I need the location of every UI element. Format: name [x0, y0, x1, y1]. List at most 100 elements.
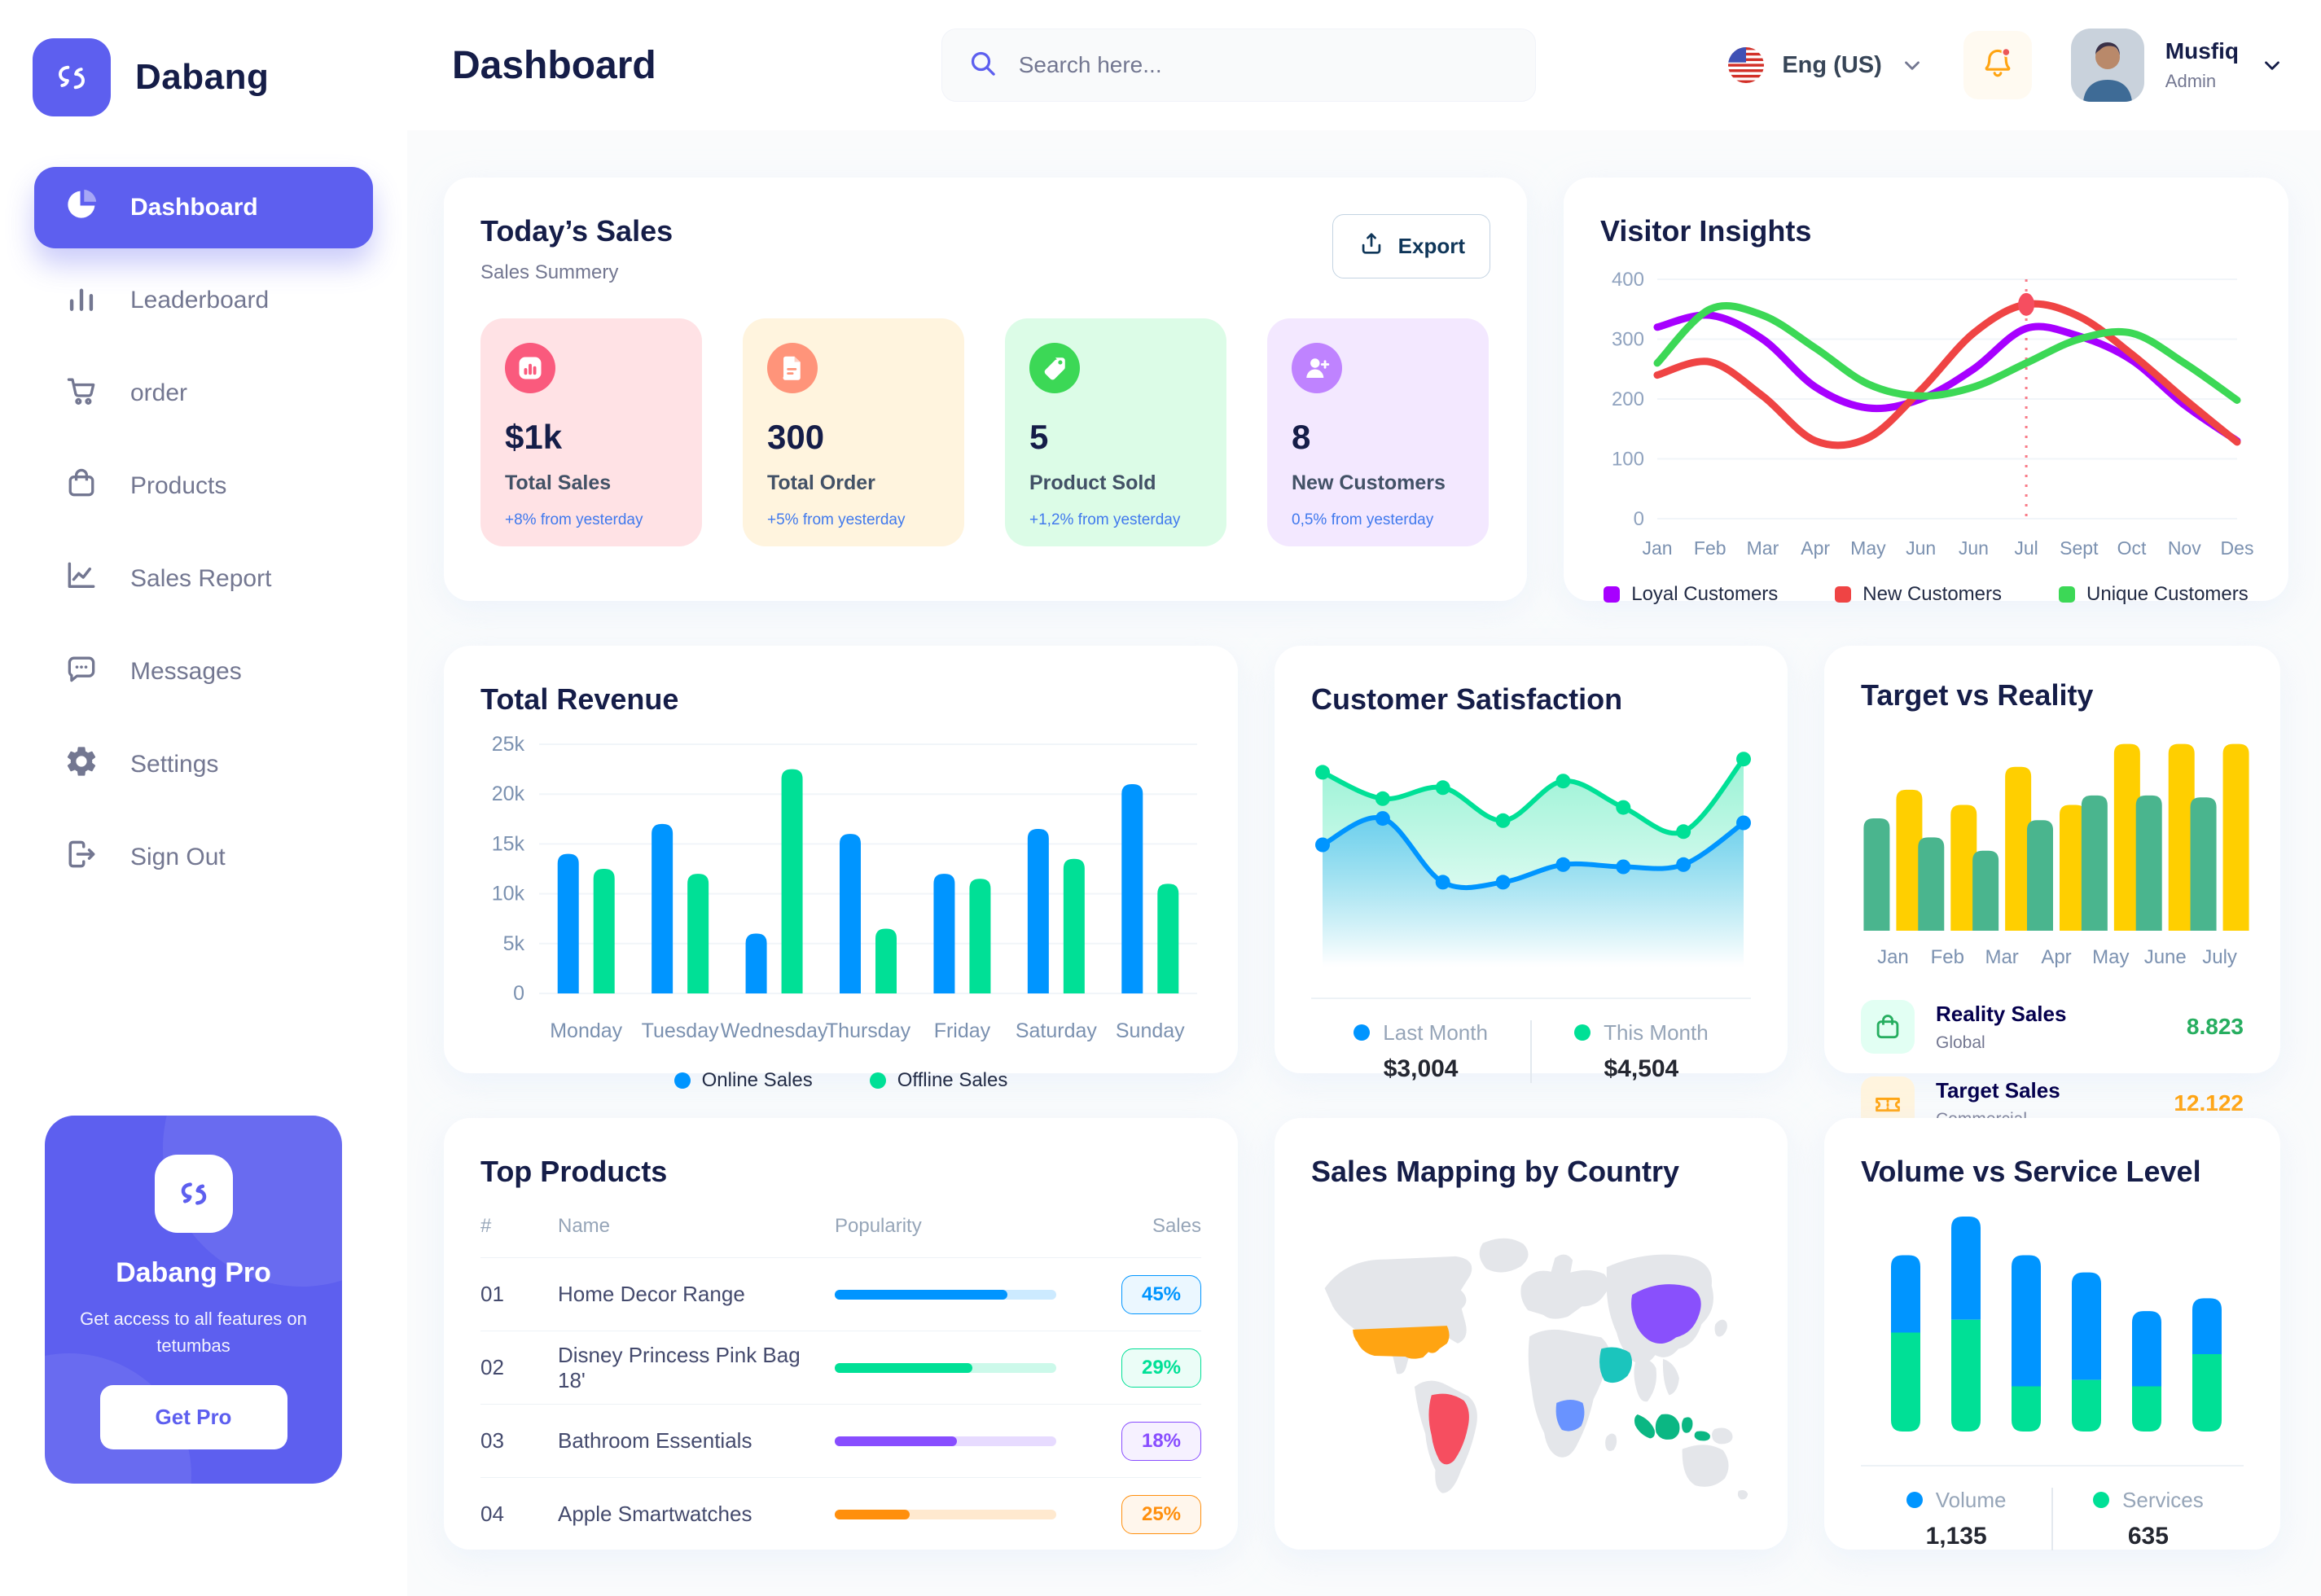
svg-text:Monday: Monday	[550, 1019, 622, 1042]
legend-divider	[1311, 998, 1751, 999]
svg-text:Feb: Feb	[1694, 537, 1726, 559]
svg-text:May: May	[2092, 946, 2129, 968]
bag-icon	[1861, 1000, 1915, 1054]
svg-text:Jan: Jan	[1877, 946, 1909, 968]
main-area: Dashboard Eng (US)	[407, 0, 2321, 1596]
column-header: Name	[558, 1215, 611, 1237]
sales-mapping-title: Sales Mapping by Country	[1311, 1155, 1680, 1188]
legend-item: New Customers	[1835, 583, 2002, 606]
language-selector[interactable]: Eng (US)	[1728, 47, 1924, 83]
svg-text:Jun: Jun	[1906, 537, 1936, 559]
signout-icon	[64, 836, 99, 879]
language-label: Eng (US)	[1782, 51, 1882, 78]
svg-text:Jun: Jun	[1959, 537, 1989, 559]
legend-row-reality-sales: Reality Sales Global 8.823	[1861, 1000, 2244, 1054]
export-icon	[1358, 230, 1385, 263]
brand-name: Dabang	[135, 57, 270, 97]
svg-text:Saturday: Saturday	[1016, 1019, 1098, 1042]
stat-value: $1k	[505, 418, 563, 456]
chart-line-icon	[64, 558, 99, 600]
svg-text:Sept: Sept	[2060, 537, 2099, 559]
svg-text:Wednesday: Wednesday	[721, 1019, 828, 1042]
legend-divider	[1861, 1465, 2244, 1467]
table-row: 02 Disney Princess Pink Bag 18' 29%	[480, 1331, 1201, 1405]
row-3: Top Products # Name Popularity Sales 01 Home …	[444, 1118, 2288, 1550]
svg-text:Oct: Oct	[2117, 537, 2147, 559]
stat-delta: +1,2% from yesterday	[1029, 511, 1181, 528]
profile-menu[interactable]: Musfiq Admin	[2070, 28, 2284, 102]
sidebar-item-sales-report[interactable]: Sales Report	[34, 538, 373, 620]
table-row: 01 Home Decor Range 45%	[480, 1258, 1201, 1331]
svg-text:Des: Des	[2221, 537, 2254, 559]
stat-card-total-sales: $1k Total Sales +8% from yesterday	[480, 318, 702, 546]
topbar-right: Eng (US) Musfiq Admin	[1728, 28, 2284, 102]
stat-card-total-order: 300 Total Order +5% from yesterday	[743, 318, 964, 546]
sidebar-item-leaderboard[interactable]: Leaderboard	[34, 260, 373, 341]
volume-service-chart	[1861, 1205, 2244, 1447]
search-input[interactable]	[1016, 51, 1511, 79]
stat-value: 300	[767, 418, 825, 456]
avatar	[2070, 28, 2144, 102]
sidebar: Dabang Dashboard Leaderboard order Products…	[0, 0, 407, 1596]
legend-item: Offline Sales	[869, 1069, 1007, 1092]
stat-value: 5	[1029, 418, 1049, 456]
sales-badge: 29%	[1121, 1348, 1201, 1388]
stat-label: Product Sold	[1029, 471, 1156, 494]
svg-text:0: 0	[513, 982, 524, 1005]
legend-item: This Month $4,504	[1532, 1020, 1751, 1083]
target-vs-reality-chart: Jan Feb Mar Apr May June July	[1861, 729, 2249, 977]
sidebar-item-label: order	[130, 379, 188, 406]
visitor-insights-card: Visitor Insights 0 100 200 300 400 Jan Feb Mar A…	[1564, 178, 2288, 605]
row-1: Today’s Sales Sales Summery Export $1k To…	[444, 178, 2288, 605]
sidebar-item-products[interactable]: Products	[34, 445, 373, 527]
dashboard-icon	[64, 186, 99, 229]
stat-delta: 0,5% from yesterday	[1292, 511, 1434, 528]
stat-cards: $1k Total Sales +8% from yesterday 300 Total…	[480, 318, 1490, 546]
svg-text:300: 300	[1612, 329, 1644, 351]
sales-badge: 45%	[1121, 1274, 1201, 1314]
stat-delta: +5% from yesterday	[767, 511, 906, 528]
sidebar-item-label: Messages	[130, 658, 242, 685]
sidebar-item-messages[interactable]: Messages	[34, 631, 373, 712]
svg-text:Jul: Jul	[2014, 537, 2038, 559]
leaderboard-icon	[64, 279, 99, 322]
brand[interactable]: Dabang	[0, 33, 407, 122]
brand-logo-icon	[33, 38, 111, 116]
cart-icon	[64, 372, 99, 414]
svg-text:Feb: Feb	[1931, 946, 1964, 968]
total-revenue-legend: Online Sales Offline Sales	[480, 1069, 1201, 1092]
tag-stat-icon	[1029, 343, 1080, 393]
bar-stat-icon	[505, 343, 555, 393]
todays-sales-subtitle: Sales Summery	[480, 261, 619, 283]
svg-text:20k: 20k	[492, 783, 525, 805]
page-title: Dashboard	[452, 43, 656, 87]
svg-text:Friday: Friday	[934, 1019, 991, 1042]
world-map	[1311, 1221, 1751, 1521]
search-bar[interactable]	[941, 28, 1536, 102]
svg-text:June: June	[2144, 946, 2187, 968]
svg-text:200: 200	[1612, 388, 1644, 410]
dashboard-content: Today’s Sales Sales Summery Export $1k To…	[407, 130, 2321, 1594]
svg-text:May: May	[1850, 537, 1886, 559]
export-button[interactable]: Export	[1332, 214, 1490, 278]
sidebar-item-dashboard[interactable]: Dashboard	[34, 167, 373, 248]
sidebar-item-label: Settings	[130, 751, 219, 778]
svg-text:Apr: Apr	[1801, 537, 1830, 559]
svg-text:Apr: Apr	[2041, 946, 2071, 968]
sidebar-item-sign-out[interactable]: Sign Out	[34, 817, 373, 898]
sidebar-item-order[interactable]: order	[34, 353, 373, 434]
customer-satisfaction-card: Customer Satisfaction Last Month $3,004 Th…	[1275, 646, 1788, 1083]
sidebar-item-label: Sales Report	[130, 565, 272, 592]
get-pro-button[interactable]: Get Pro	[99, 1385, 287, 1449]
sidebar-item-settings[interactable]: Settings	[34, 724, 373, 805]
country-indonesia	[1634, 1414, 1710, 1441]
profile-text: Musfiq Admin	[2165, 38, 2239, 92]
sidebar-menu: Dashboard Leaderboard order Products Sales R…	[0, 167, 407, 898]
country-china	[1631, 1284, 1701, 1344]
table-row: 03 Bathroom Essentials 18%	[480, 1405, 1201, 1478]
notification-button[interactable]	[1963, 31, 2032, 99]
stat-delta: +8% from yesterday	[505, 511, 643, 528]
svg-text:Jan: Jan	[1642, 537, 1672, 559]
customer-satisfaction-legend: Last Month $3,004 This Month $4,504	[1311, 1019, 1751, 1083]
